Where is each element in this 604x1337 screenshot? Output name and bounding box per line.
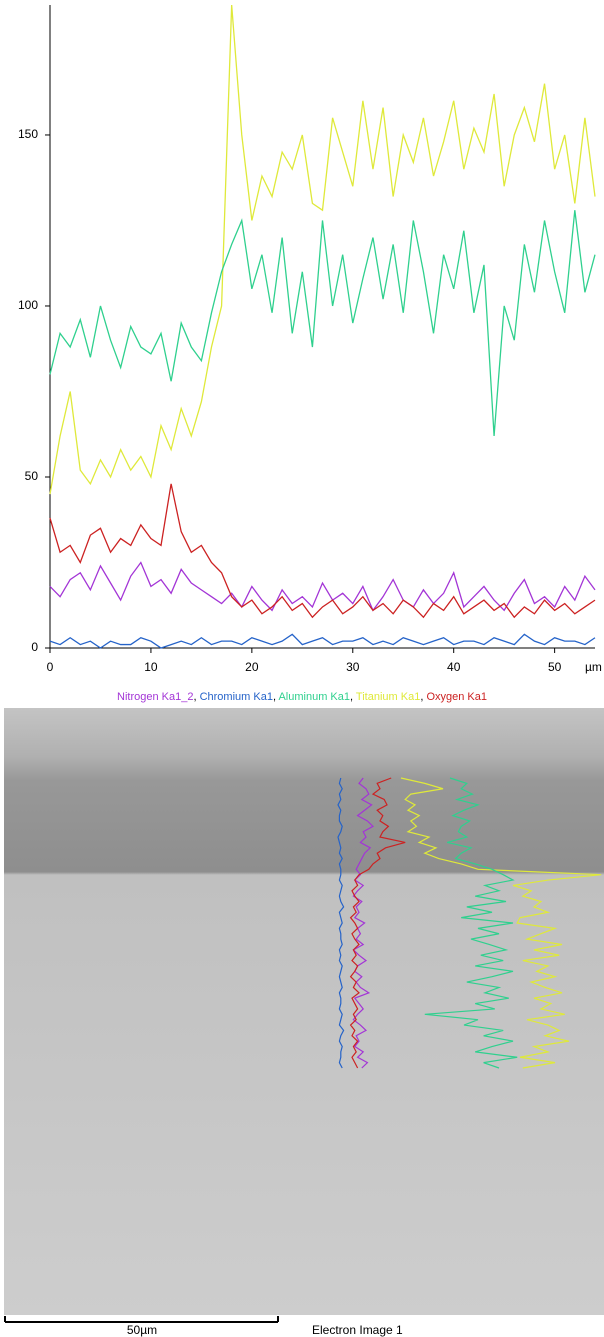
legend-separator: , [193,691,199,703]
x-tick-label: 20 [245,660,259,674]
y-tick-label: 150 [18,127,38,141]
electron-image [4,708,604,1315]
overlay-line [400,777,602,1069]
y-tick-label: 50 [25,469,39,483]
series-line [49,483,596,619]
image-caption: Electron Image 1 [312,1323,403,1337]
legend-entry: Chromium Ka1 [200,691,273,703]
scale-label: 50µm [127,1323,157,1337]
x-axis-label: µm [585,660,602,674]
legend-entry: Oxygen Ka1 [426,691,487,703]
overlay-line [424,777,518,1069]
series-line [49,210,596,436]
overlay-line [337,777,345,1069]
image-overlay [337,777,602,1069]
x-tick-label: 10 [144,660,158,674]
x-tick-label: 50 [548,660,562,674]
x-tick-label: 30 [346,660,360,674]
x-tick-label: 0 [47,660,54,674]
x-tick-label: 40 [447,660,461,674]
legend-separator: , [420,691,426,703]
series-line [49,561,596,612]
legend-entry: Aluminum Ka1 [278,691,350,703]
y-tick-label: 100 [18,298,38,312]
legend-entry: Titanium Ka1 [356,691,420,703]
legend-separator: , [350,691,356,703]
series-line [49,4,596,495]
y-tick-label: 0 [31,640,38,654]
series-line [49,633,596,649]
legend-entry: Nitrogen Ka1_2 [117,691,193,703]
overlay-line [349,777,406,1069]
overlay-line [352,777,375,1069]
legend-separator: , [273,691,279,703]
legend: Nitrogen Ka1_2, Chromium Ka1, Aluminum K… [117,691,487,703]
